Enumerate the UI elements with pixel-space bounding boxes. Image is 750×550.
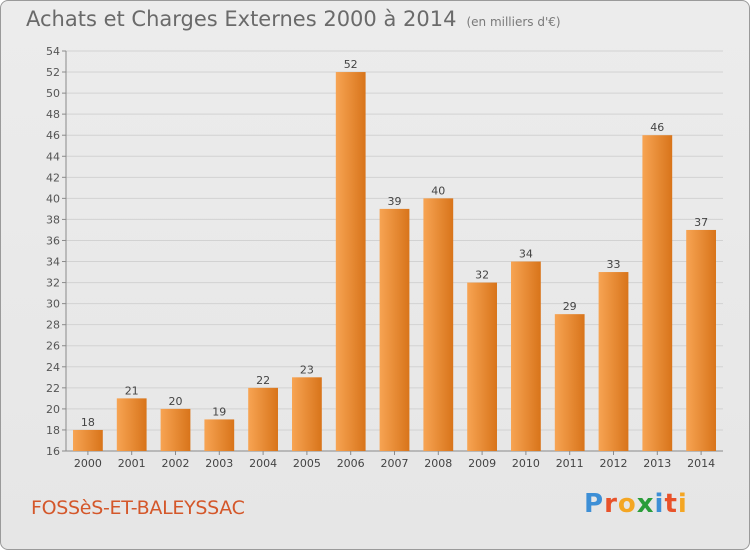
y-tick-label: 24 <box>46 361 60 374</box>
y-tick-label: 26 <box>46 340 60 353</box>
logo-letter: t <box>664 489 678 519</box>
bar <box>292 377 322 451</box>
bar-value-label: 19 <box>212 405 226 418</box>
logo-letter: i <box>677 489 688 519</box>
y-tick-label: 48 <box>46 108 60 121</box>
bar-value-label: 29 <box>563 300 577 313</box>
bar <box>335 72 366 451</box>
chart-title: Achats et Charges Externes 2000 à 2014 (e… <box>26 7 561 31</box>
bar-value-label: 23 <box>300 363 314 376</box>
bar <box>160 408 191 451</box>
y-tick-label: 22 <box>46 382 60 395</box>
x-tick-label: 2001 <box>118 457 146 470</box>
x-tick-label: 2005 <box>293 457 321 470</box>
bar <box>686 229 716 451</box>
bar <box>467 282 497 451</box>
x-tick-label: 2008 <box>424 457 452 470</box>
y-tick-label: 54 <box>46 45 60 58</box>
x-tick-label: 2003 <box>205 457 233 470</box>
bar <box>116 398 147 451</box>
bar <box>379 208 410 451</box>
y-tick-label: 28 <box>46 319 60 332</box>
chart-title-text: Achats et Charges Externes 2000 à 2014 <box>26 7 457 31</box>
y-tick-label: 40 <box>46 192 60 205</box>
y-tick-label: 30 <box>46 298 60 311</box>
logo-letter: o <box>617 489 637 519</box>
x-tick-label: 2007 <box>381 457 409 470</box>
x-tick-label: 2002 <box>162 457 190 470</box>
bar <box>642 135 673 452</box>
city-name: FOSSèS-ET-BALEYSSAC <box>31 497 245 519</box>
bar-value-label: 20 <box>169 395 183 408</box>
bar <box>511 261 541 451</box>
x-tick-label: 2009 <box>468 457 496 470</box>
y-tick-label: 42 <box>46 171 60 184</box>
y-tick-label: 34 <box>46 256 60 269</box>
y-tick-label: 18 <box>46 424 60 437</box>
bar <box>598 272 629 451</box>
logo-letter: r <box>604 489 618 519</box>
x-tick-label: 2010 <box>512 457 540 470</box>
logo-letter: P <box>584 489 605 519</box>
x-tick-label: 2000 <box>74 457 102 470</box>
y-tick-label: 44 <box>46 150 60 163</box>
x-tick-label: 2012 <box>600 457 628 470</box>
bar-value-label: 32 <box>475 269 489 282</box>
x-tick-label: 2014 <box>687 457 715 470</box>
logo-letter: x <box>636 489 655 519</box>
bar-value-label: 37 <box>694 216 708 229</box>
x-tick-label: 2004 <box>249 457 277 470</box>
y-tick-label: 20 <box>46 403 60 416</box>
bar <box>423 198 454 451</box>
bar-value-label: 46 <box>650 121 664 134</box>
logo-letter: i <box>654 489 665 519</box>
bar-value-label: 18 <box>81 416 95 429</box>
bar-value-label: 21 <box>125 384 139 397</box>
x-tick-label: 2011 <box>556 457 584 470</box>
proxiti-logo: Proxiti <box>584 489 688 519</box>
bar <box>248 387 278 451</box>
bar <box>204 419 235 451</box>
y-tick-label: 50 <box>46 87 60 100</box>
y-tick-label: 16 <box>46 445 60 458</box>
x-tick-label: 2006 <box>337 457 365 470</box>
bar-value-label: 33 <box>607 258 621 271</box>
x-tick-label: 2013 <box>643 457 671 470</box>
bar <box>554 314 585 451</box>
y-tick-label: 38 <box>46 213 60 226</box>
y-tick-label: 36 <box>46 234 60 247</box>
bar-value-label: 40 <box>431 184 445 197</box>
y-tick-label: 46 <box>46 129 60 142</box>
bar-value-label: 52 <box>344 58 358 71</box>
bar-value-label: 22 <box>256 374 270 387</box>
y-tick-label: 52 <box>46 66 60 79</box>
bar-value-label: 34 <box>519 248 533 261</box>
y-tick-label: 32 <box>46 277 60 290</box>
chart-subtitle: (en milliers d'€) <box>466 15 561 29</box>
bar-value-label: 39 <box>388 195 402 208</box>
bar <box>73 429 103 451</box>
